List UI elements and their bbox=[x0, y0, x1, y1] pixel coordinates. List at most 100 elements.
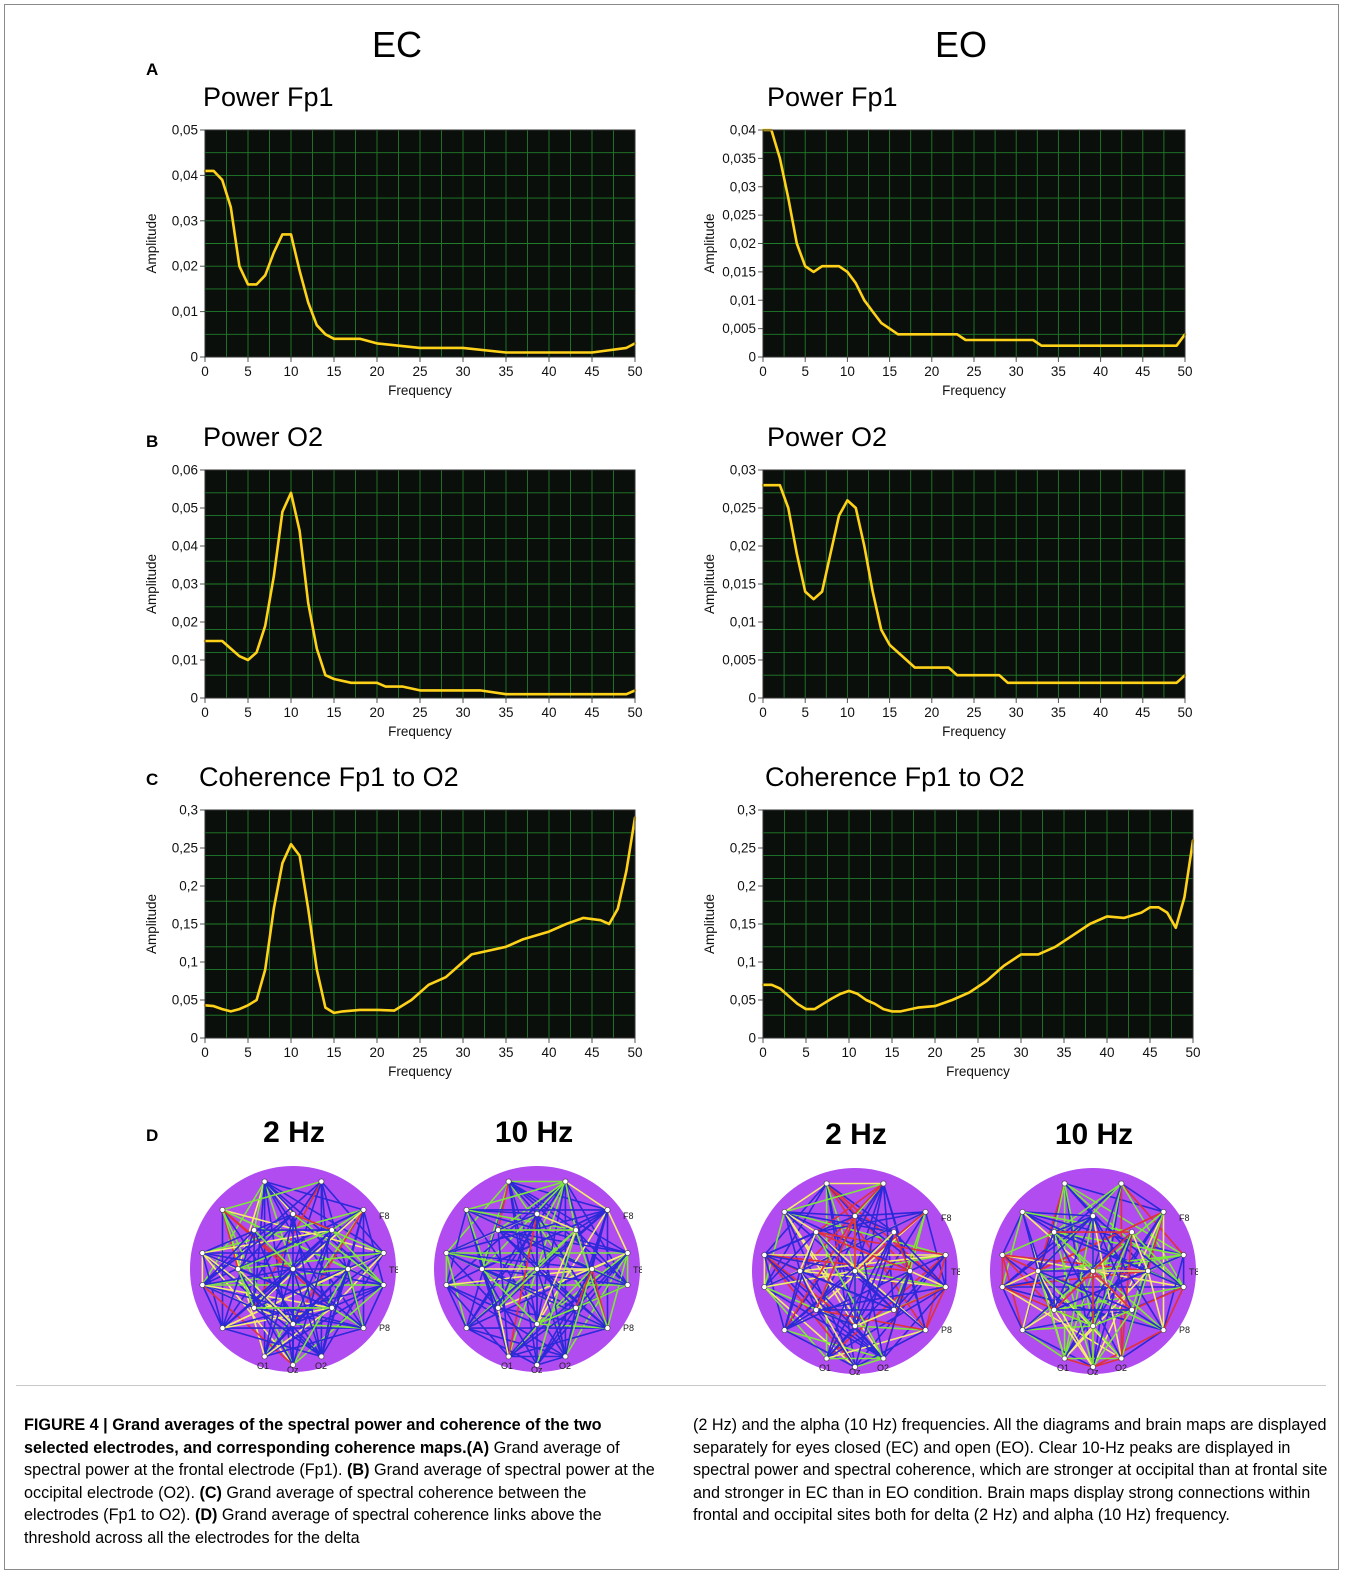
x-tick-label: 10 bbox=[283, 364, 298, 379]
brain-map-eo-10hz: O1 Oz O2 T8 P8 F8 bbox=[988, 1165, 1200, 1380]
electrode-node bbox=[505, 1353, 512, 1360]
x-tick-label: 45 bbox=[584, 364, 599, 379]
chart-eo-coherence: 0,3 0,25 0,2 0,15 0,1 0,05 0 0 5 10 15 20 25 30 35 40 45… bbox=[698, 798, 1213, 1100]
y-tick-label: 0,05 bbox=[172, 993, 198, 1008]
x-axis-label: Frequency bbox=[942, 383, 1006, 398]
coherence-link bbox=[606, 1252, 629, 1329]
coherence-link bbox=[1092, 1270, 1133, 1311]
x-tick-label: 5 bbox=[244, 705, 252, 720]
caption-d-text-cont: (2 Hz) and the alpha (10 Hz) frequencies… bbox=[693, 1416, 1328, 1525]
coherence-link bbox=[783, 1182, 885, 1213]
gridlines bbox=[205, 810, 635, 1038]
electrode-node bbox=[852, 1213, 858, 1219]
electrode-node bbox=[1061, 1355, 1068, 1362]
coherence-link bbox=[854, 1215, 895, 1233]
coherence-link bbox=[1053, 1182, 1066, 1233]
coherence-link bbox=[1131, 1231, 1149, 1272]
coherence-link bbox=[497, 1209, 609, 1309]
electrode-node bbox=[1090, 1364, 1096, 1370]
y-tick-label: 0,005 bbox=[722, 321, 756, 336]
chart-eo-power-o2: 0,03 0,025 0,02 0,015 0,01 0,005 0 0 5 10 15 20 25 30… bbox=[698, 458, 1205, 760]
y-axis-label: Amplitude bbox=[144, 213, 159, 273]
coherence-link bbox=[445, 1284, 468, 1329]
coherence-link bbox=[763, 1231, 817, 1256]
coherence-link bbox=[575, 1229, 629, 1286]
coherence-link bbox=[536, 1307, 577, 1366]
coherence-link bbox=[575, 1284, 629, 1309]
electrode-node bbox=[495, 1304, 501, 1311]
plot-frame bbox=[204, 469, 636, 699]
coherence-link bbox=[763, 1270, 856, 1288]
coherence-link bbox=[575, 1268, 593, 1309]
electrode-label: Oz bbox=[287, 1365, 299, 1373]
electrode-node bbox=[999, 1284, 1006, 1290]
coherence-link bbox=[497, 1307, 510, 1358]
coherence-link bbox=[1021, 1211, 1055, 1233]
coherence-link bbox=[201, 1268, 349, 1286]
coherence-link bbox=[292, 1229, 333, 1366]
electrode-node bbox=[360, 1207, 367, 1213]
x-tick-label: 35 bbox=[1051, 705, 1066, 720]
coherence-link bbox=[783, 1231, 817, 1331]
caption-a-text: Grand average of spectral power at the f… bbox=[24, 1438, 620, 1480]
y-tick-label: 0,03 bbox=[172, 577, 198, 592]
coherence-link bbox=[1092, 1329, 1165, 1368]
coherence-link bbox=[854, 1270, 927, 1331]
coherence-link bbox=[854, 1231, 895, 1368]
caption-separator bbox=[16, 1385, 1326, 1386]
electrode-node bbox=[534, 1211, 540, 1217]
coherence-link bbox=[854, 1215, 885, 1360]
y-tick-label: 0,025 bbox=[722, 208, 756, 223]
y-tick-label: 0 bbox=[190, 1031, 198, 1046]
coherence-link bbox=[253, 1209, 365, 1309]
coherence-link bbox=[497, 1180, 510, 1231]
x-tick-label: 5 bbox=[244, 364, 252, 379]
electrode-node bbox=[890, 1306, 897, 1313]
coherence-link bbox=[825, 1182, 947, 1288]
x-tick-label: 20 bbox=[369, 1045, 384, 1060]
x-tick-label: 50 bbox=[1185, 1045, 1200, 1060]
coherence-link bbox=[564, 1252, 629, 1358]
electrode-label: P8 bbox=[941, 1325, 952, 1335]
x-tick-label: 0 bbox=[201, 364, 209, 379]
electrode-node bbox=[852, 1268, 858, 1274]
electrode-node bbox=[261, 1353, 268, 1360]
coherence-link bbox=[497, 1213, 538, 1231]
x-tick-label: 25 bbox=[412, 364, 427, 379]
coherence-link bbox=[1131, 1286, 1185, 1311]
electrode-label: O2 bbox=[559, 1361, 571, 1371]
coherence-link bbox=[331, 1268, 349, 1309]
x-tick-label: 35 bbox=[1056, 1045, 1071, 1060]
coherence-link bbox=[536, 1268, 567, 1358]
electrode-label: O2 bbox=[315, 1361, 327, 1371]
electrode-node bbox=[604, 1207, 611, 1213]
electrode-node bbox=[852, 1323, 858, 1329]
chart-ec-coherence: 0,3 0,25 0,2 0,15 0,1 0,05 0 0 5 10 15 20 25 30 35 40 45… bbox=[140, 798, 655, 1100]
coherence-link bbox=[292, 1213, 385, 1286]
chart-ec-power-o2: 0,06 0,05 0,04 0,03 0,02 0,01 0 0 5 10 15 20 25 30 35 4… bbox=[140, 458, 655, 760]
electrode-node bbox=[781, 1327, 788, 1333]
panel-letter-a: A bbox=[146, 60, 159, 79]
series-line bbox=[203, 816, 637, 1015]
x-tick-label: 0 bbox=[759, 705, 767, 720]
coherence-link bbox=[507, 1252, 629, 1358]
y-tick-label: 0,01 bbox=[172, 304, 198, 319]
x-tick-label: 40 bbox=[1099, 1045, 1114, 1060]
x-tick-label: 50 bbox=[627, 705, 642, 720]
coherence-link bbox=[1037, 1270, 1066, 1360]
electrode-node bbox=[318, 1178, 325, 1185]
brain-label-ec-10hz: 10 Hz bbox=[494, 1116, 574, 1149]
coherence-link bbox=[783, 1329, 856, 1368]
y-tick-label: 0 bbox=[190, 691, 198, 706]
brain-map-svg: O1 Oz O2 T8 P8 F8 bbox=[990, 1168, 1200, 1377]
x-tick-label: 40 bbox=[1093, 364, 1108, 379]
x-tick-label: 25 bbox=[412, 1045, 427, 1060]
coherence-link bbox=[465, 1209, 593, 1270]
coherence-link bbox=[481, 1268, 510, 1358]
coherence-link bbox=[763, 1254, 885, 1360]
coherence-link bbox=[237, 1252, 385, 1270]
coherence-link bbox=[1001, 1270, 1149, 1288]
coherence-link bbox=[497, 1307, 538, 1325]
electrode-node bbox=[781, 1209, 788, 1215]
coherence-link bbox=[1053, 1231, 1094, 1368]
